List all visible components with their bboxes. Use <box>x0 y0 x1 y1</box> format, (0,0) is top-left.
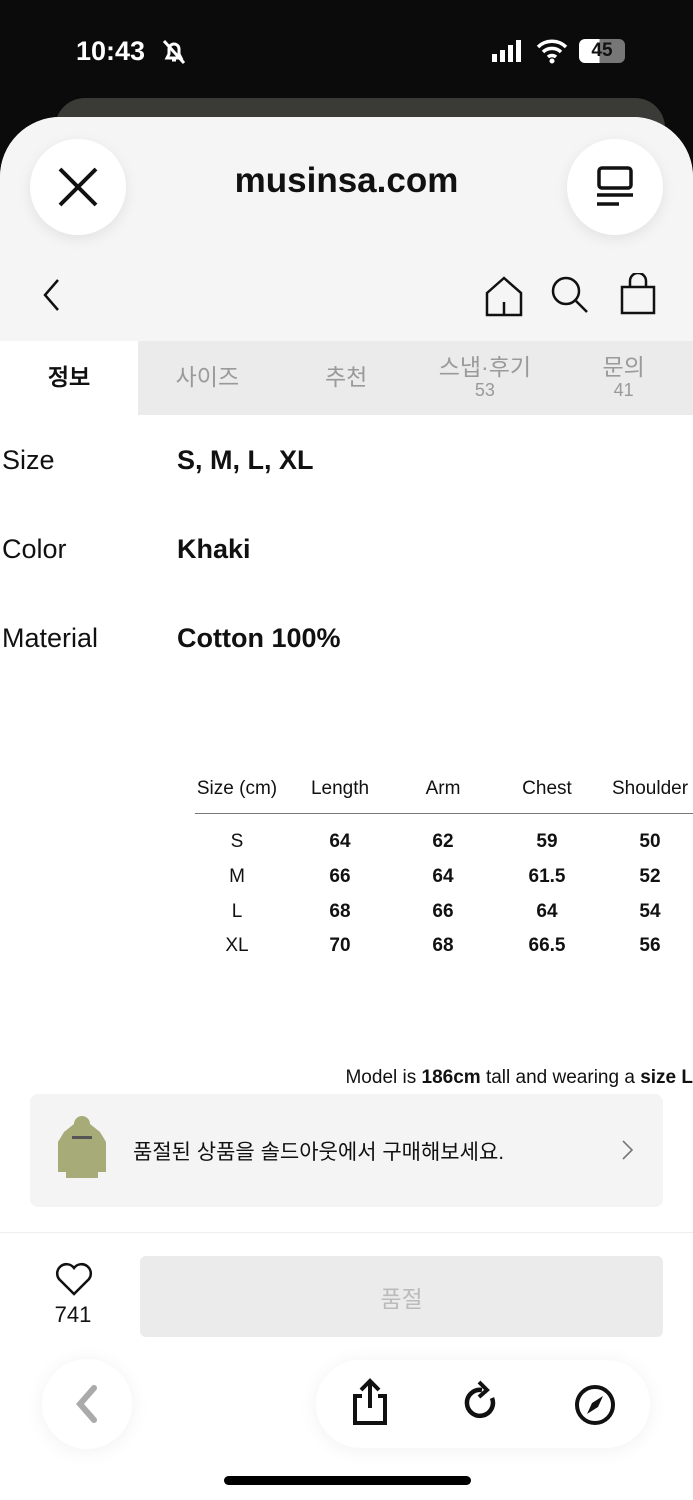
table-cell: 64 <box>432 866 454 887</box>
table-cell: 70 <box>329 935 351 956</box>
tab-inquiry[interactable]: 문의 41 <box>554 341 693 415</box>
model-note: Model is 186cm tall and wearing a size L <box>345 1067 693 1089</box>
share-icon[interactable] <box>350 1378 390 1426</box>
spec-label: Material <box>2 623 99 653</box>
table-cell: 50 <box>639 831 661 852</box>
bell-slash-icon <box>162 39 186 65</box>
product-thumbnail <box>58 1116 106 1178</box>
table-cell: 59 <box>536 831 558 852</box>
tab-reviews[interactable]: 스냅·후기 53 <box>416 341 555 415</box>
tab-count: 41 <box>613 379 634 400</box>
table-cell: 66.5 <box>528 935 566 956</box>
table-cell: 66 <box>432 901 454 922</box>
table-header: Chest <box>522 778 572 799</box>
reader-icon <box>597 166 633 206</box>
note-text: Model is <box>345 1067 422 1088</box>
banner-text: 품절된 상품을 솔드아웃에서 구매해보세요. <box>133 1141 505 1164</box>
reader-button[interactable] <box>567 139 663 235</box>
heart-icon[interactable] <box>55 1262 93 1296</box>
table-cell: 66 <box>329 866 351 887</box>
spec-value: Khaki <box>177 534 251 564</box>
table-header: Shoulder <box>611 778 689 799</box>
tab-info[interactable]: 정보 <box>0 341 138 415</box>
table-cell: 64 <box>329 831 351 852</box>
table-cell: 56 <box>639 935 661 956</box>
wifi-icon <box>536 39 568 64</box>
tab-recommend[interactable]: 추천 <box>277 341 416 415</box>
table-cell: 54 <box>639 901 661 922</box>
close-button[interactable] <box>30 139 126 235</box>
table-cell: 68 <box>329 901 351 922</box>
browser-sheet: musinsa.com 정보 사이즈 추천 스냅·후기 53 문의 41 Size … <box>0 117 693 1500</box>
spec-value: Cotton 100% <box>177 623 341 653</box>
divider <box>0 1232 693 1233</box>
browser-header: musinsa.com <box>0 117 693 341</box>
table-cell: 62 <box>432 831 454 852</box>
status-time: 10:43 <box>76 36 146 66</box>
browser-toolbar <box>316 1360 650 1448</box>
note-size: size L <box>640 1067 693 1088</box>
soldout-banner[interactable]: 품절된 상품을 솔드아웃에서 구매해보세요. <box>30 1094 663 1207</box>
table-divider <box>195 813 693 814</box>
tab-label: 추천 <box>324 364 368 391</box>
cart-bag-icon[interactable] <box>618 273 658 315</box>
tab-label: 문의 <box>602 354 645 381</box>
home-icon[interactable] <box>484 275 524 317</box>
table-cell: 61.5 <box>528 866 566 887</box>
tab-size[interactable]: 사이즈 <box>138 341 277 415</box>
battery-icon: 45 <box>579 39 625 63</box>
product-tabs: 정보 사이즈 추천 스냅·후기 53 문의 41 <box>0 341 693 415</box>
chevron-right-icon <box>622 1140 634 1160</box>
tab-label: 정보 <box>47 364 91 391</box>
browser-back-button[interactable] <box>42 1359 132 1449</box>
home-indicator <box>224 1476 471 1485</box>
size-label: L <box>231 901 243 922</box>
table-header: Size (cm) <box>196 778 278 799</box>
table-header: Arm <box>425 778 461 799</box>
note-height: 186cm <box>421 1067 481 1088</box>
table-cell: 64 <box>536 901 558 922</box>
reload-icon[interactable] <box>462 1380 502 1426</box>
spec-label: Size <box>2 445 55 475</box>
table-cell: 68 <box>432 935 454 956</box>
size-label: S <box>230 831 244 852</box>
size-label: XL <box>225 935 249 956</box>
table-header: Length <box>310 778 370 799</box>
tab-label: 스냅·후기 <box>438 354 532 381</box>
close-icon <box>58 167 98 207</box>
spec-value: S, M, L, XL <box>177 445 314 475</box>
size-label: M <box>229 866 245 887</box>
like-count: 741 <box>54 1302 92 1327</box>
signal-icon <box>492 40 521 62</box>
note-text: tall and wearing a <box>480 1067 641 1088</box>
domain-title[interactable]: musinsa.com <box>234 161 459 200</box>
tab-label: 사이즈 <box>175 364 240 391</box>
back-arrow-icon <box>76 1385 97 1423</box>
spec-label: Color <box>2 534 67 564</box>
tab-count: 53 <box>474 379 495 400</box>
table-cell: 52 <box>639 866 661 887</box>
search-icon[interactable] <box>550 275 590 315</box>
back-chevron-icon[interactable] <box>40 277 64 313</box>
compass-icon[interactable] <box>573 1383 617 1427</box>
soldout-button[interactable]: 품절 <box>140 1256 663 1337</box>
